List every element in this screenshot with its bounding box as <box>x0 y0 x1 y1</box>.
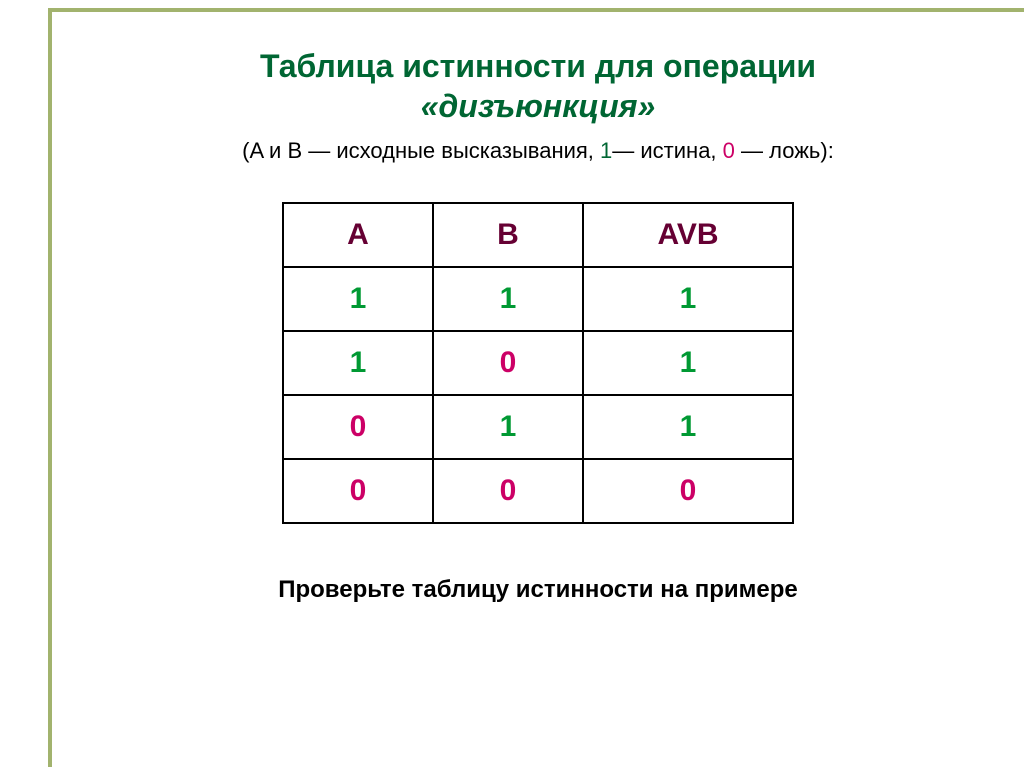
title-line-2: «дизъюнкция» <box>421 88 656 124</box>
subtitle-true: — истина, <box>612 138 722 163</box>
slide-subtitle: (A и B — исходные высказывания, 1— истин… <box>72 138 1004 164</box>
table-row: 111 <box>283 267 793 331</box>
table-header-a: A <box>283 203 433 267</box>
table-cell: 1 <box>583 267 793 331</box>
table-cell: 1 <box>283 267 433 331</box>
table-cell: 0 <box>283 459 433 523</box>
subtitle-zero: 0 <box>723 138 735 163</box>
title-line-1: Таблица истинности для операции <box>260 48 816 84</box>
table-cell: 0 <box>283 395 433 459</box>
table-row: 000 <box>283 459 793 523</box>
subtitle-prefix: (A и B — исходные высказывания, <box>242 138 600 163</box>
table-header-row: A B AVB <box>283 203 793 267</box>
table-cell: 0 <box>583 459 793 523</box>
table-cell: 1 <box>433 395 583 459</box>
footer-text: Проверьте таблицу истинности на примере <box>72 576 1004 604</box>
table-cell: 0 <box>433 459 583 523</box>
truth-table: A B AVB 111101011000 <box>282 202 794 524</box>
subtitle-false: — ложь): <box>735 138 834 163</box>
table-header-avb: AVB <box>583 203 793 267</box>
slide-title: Таблица истинности для операции «дизъюнк… <box>72 46 1004 126</box>
slide-content: Таблица истинности для операции «дизъюнк… <box>52 12 1024 767</box>
table-row: 101 <box>283 331 793 395</box>
table-cell: 1 <box>283 331 433 395</box>
table-cell: 1 <box>433 267 583 331</box>
table-cell: 0 <box>433 331 583 395</box>
table-cell: 1 <box>583 395 793 459</box>
table-row: 011 <box>283 395 793 459</box>
table-header-b: B <box>433 203 583 267</box>
subtitle-one: 1 <box>600 138 612 163</box>
table-body: 111101011000 <box>283 267 793 523</box>
table-cell: 1 <box>583 331 793 395</box>
